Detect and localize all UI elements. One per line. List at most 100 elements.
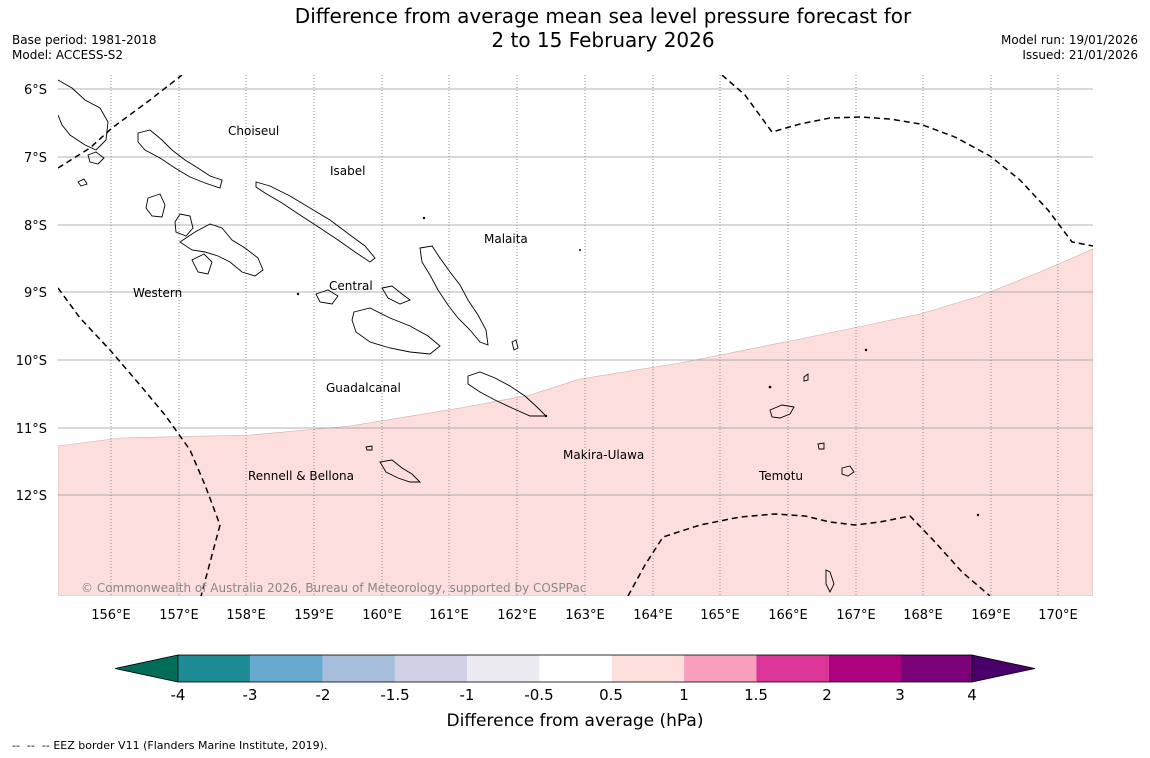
central-islet bbox=[381, 285, 411, 305]
region-guadalcanal: Guadalcanal bbox=[326, 381, 401, 395]
lat-label: 7°S bbox=[24, 151, 47, 166]
lon-label: 158°E bbox=[226, 608, 266, 623]
colorbar-tick: -2 bbox=[316, 686, 331, 704]
colorbar: -4 -3 -2 -1.5 -1 -0.5 0.5 1 1.5 2 3 4 Di… bbox=[114, 654, 1036, 730]
bellona-islet bbox=[365, 445, 373, 451]
lon-label: 168°E bbox=[903, 608, 943, 623]
colorbar-segment bbox=[539, 655, 612, 682]
pressure-map: Choiseul Isabel Malaita Western Central … bbox=[16, 75, 1093, 623]
colorbar-segment bbox=[322, 655, 395, 682]
isabel-coast bbox=[255, 181, 376, 263]
region-choiseul: Choiseul bbox=[228, 124, 279, 138]
anomaly-region bbox=[58, 248, 1093, 596]
colorbar-tick: 0.5 bbox=[599, 686, 623, 704]
central-florida bbox=[315, 289, 339, 305]
lon-label: 167°E bbox=[836, 608, 876, 623]
region-makira-ulawa: Makira-Ulawa bbox=[563, 448, 644, 462]
colorbar-tick: 2 bbox=[822, 686, 832, 704]
base-period-label: Base period: 1981-2018 bbox=[12, 33, 157, 47]
chart-title-line2: 2 to 15 February 2026 bbox=[491, 28, 715, 52]
colorbar-segment bbox=[178, 655, 251, 682]
colorbar-tick-labels: -4 -3 -2 -1.5 -1 -0.5 0.5 1 1.5 2 3 4 bbox=[171, 686, 977, 704]
colorbar-tick: 4 bbox=[967, 686, 977, 704]
region-western: Western bbox=[133, 286, 182, 300]
lon-label: 169°E bbox=[971, 608, 1011, 623]
model-label: Model: ACCESS-S2 bbox=[12, 48, 124, 62]
region-labels: Choiseul Isabel Malaita Western Central … bbox=[133, 124, 803, 483]
colorbar-tick: -0.5 bbox=[524, 686, 553, 704]
ulawa-islet bbox=[511, 339, 519, 351]
colorbar-segment bbox=[467, 655, 540, 682]
region-temotu: Temotu bbox=[758, 469, 803, 483]
lon-label: 156°E bbox=[91, 608, 131, 623]
temotu-islet-4 bbox=[803, 373, 809, 382]
colorbar-tick: -1 bbox=[460, 686, 475, 704]
lon-label: 159°E bbox=[294, 608, 334, 623]
lat-label: 8°S bbox=[24, 219, 47, 234]
santa-cruz-coast bbox=[769, 404, 795, 419]
lat-label: 10°S bbox=[16, 354, 47, 369]
colorbar-under-arrow bbox=[114, 654, 179, 683]
model-run-label: Model run: 19/01/2026 bbox=[1000, 33, 1138, 47]
vella-coast bbox=[191, 253, 213, 275]
region-rennell-bellona: Rennell & Bellona bbox=[248, 469, 354, 483]
lat-label: 11°S bbox=[16, 422, 47, 437]
colorbar-tick: -3 bbox=[243, 686, 258, 704]
lon-label: 170°E bbox=[1038, 608, 1078, 623]
colorbar-outline bbox=[177, 654, 973, 683]
shortland-islet bbox=[77, 178, 88, 187]
colorbar-segments bbox=[178, 655, 972, 682]
temotu-islet-1 bbox=[817, 442, 825, 450]
colorbar-tick: 3 bbox=[895, 686, 905, 704]
lon-axis-labels: 156°E 157°E 158°E 159°E 160°E 161°E 162°… bbox=[91, 608, 1078, 623]
new-georgia-coast bbox=[145, 193, 166, 218]
lat-label: 12°S bbox=[16, 489, 47, 504]
lat-axis-labels: 6°S 7°S 8°S 9°S 10°S 11°S 12°S bbox=[16, 83, 47, 504]
tiny-islets bbox=[296, 216, 980, 517]
eez-legend-symbol: -- -- -- bbox=[12, 739, 50, 752]
region-central: Central bbox=[329, 279, 373, 293]
bougainville-coast bbox=[58, 79, 109, 151]
colorbar-segment bbox=[250, 655, 323, 682]
bougainville-islet bbox=[87, 151, 105, 165]
region-isabel: Isabel bbox=[330, 164, 365, 178]
choiseul-coast bbox=[137, 129, 223, 189]
lon-label: 164°E bbox=[633, 608, 673, 623]
colorbar-tick: -4 bbox=[171, 686, 186, 704]
chart-title-line1: Difference from average mean sea level p… bbox=[294, 4, 912, 28]
lon-label: 162°E bbox=[497, 608, 537, 623]
issued-label: Issued: 21/01/2026 bbox=[1022, 48, 1138, 62]
eez-borders bbox=[58, 75, 1093, 596]
rennell-coast bbox=[379, 459, 422, 483]
lat-gridlines bbox=[58, 88, 1093, 496]
colorbar-segment bbox=[756, 655, 829, 682]
lon-label: 166°E bbox=[768, 608, 808, 623]
lon-label: 160°E bbox=[362, 608, 402, 623]
new-georgia-main bbox=[179, 223, 264, 277]
temotu-islet-3 bbox=[825, 569, 835, 594]
colorbar-segment bbox=[901, 655, 972, 682]
copyright-notice: © Commonwealth of Australia 2026, Bureau… bbox=[81, 581, 586, 595]
guadalcanal-coast bbox=[351, 307, 441, 355]
colorbar-segment bbox=[611, 655, 685, 682]
lon-label: 165°E bbox=[700, 608, 740, 623]
eez-legend-text: EEZ border V11 (Flanders Marine Institut… bbox=[53, 739, 328, 752]
colorbar-over-arrow bbox=[971, 654, 1036, 683]
lon-label: 161°E bbox=[429, 608, 469, 623]
colorbar-segment bbox=[684, 655, 757, 682]
colorbar-segment bbox=[828, 655, 901, 682]
lon-label: 163°E bbox=[565, 608, 605, 623]
colorbar-label: Difference from average (hPa) bbox=[447, 711, 704, 730]
region-malaita: Malaita bbox=[484, 232, 528, 246]
eez-legend: -- -- -- EEZ border V11 (Flanders Marine… bbox=[12, 739, 327, 753]
lon-label: 157°E bbox=[159, 608, 199, 623]
kolombangara-coast bbox=[174, 213, 194, 237]
colorbar-tick: -1.5 bbox=[380, 686, 409, 704]
colorbar-segment bbox=[394, 655, 468, 682]
malaita-coast bbox=[419, 245, 489, 346]
colorbar-tick: 1 bbox=[679, 686, 689, 704]
lat-label: 6°S bbox=[24, 83, 47, 98]
colorbar-tick: 1.5 bbox=[744, 686, 768, 704]
temotu-islet-2 bbox=[841, 465, 855, 477]
island-coastlines bbox=[58, 79, 855, 594]
